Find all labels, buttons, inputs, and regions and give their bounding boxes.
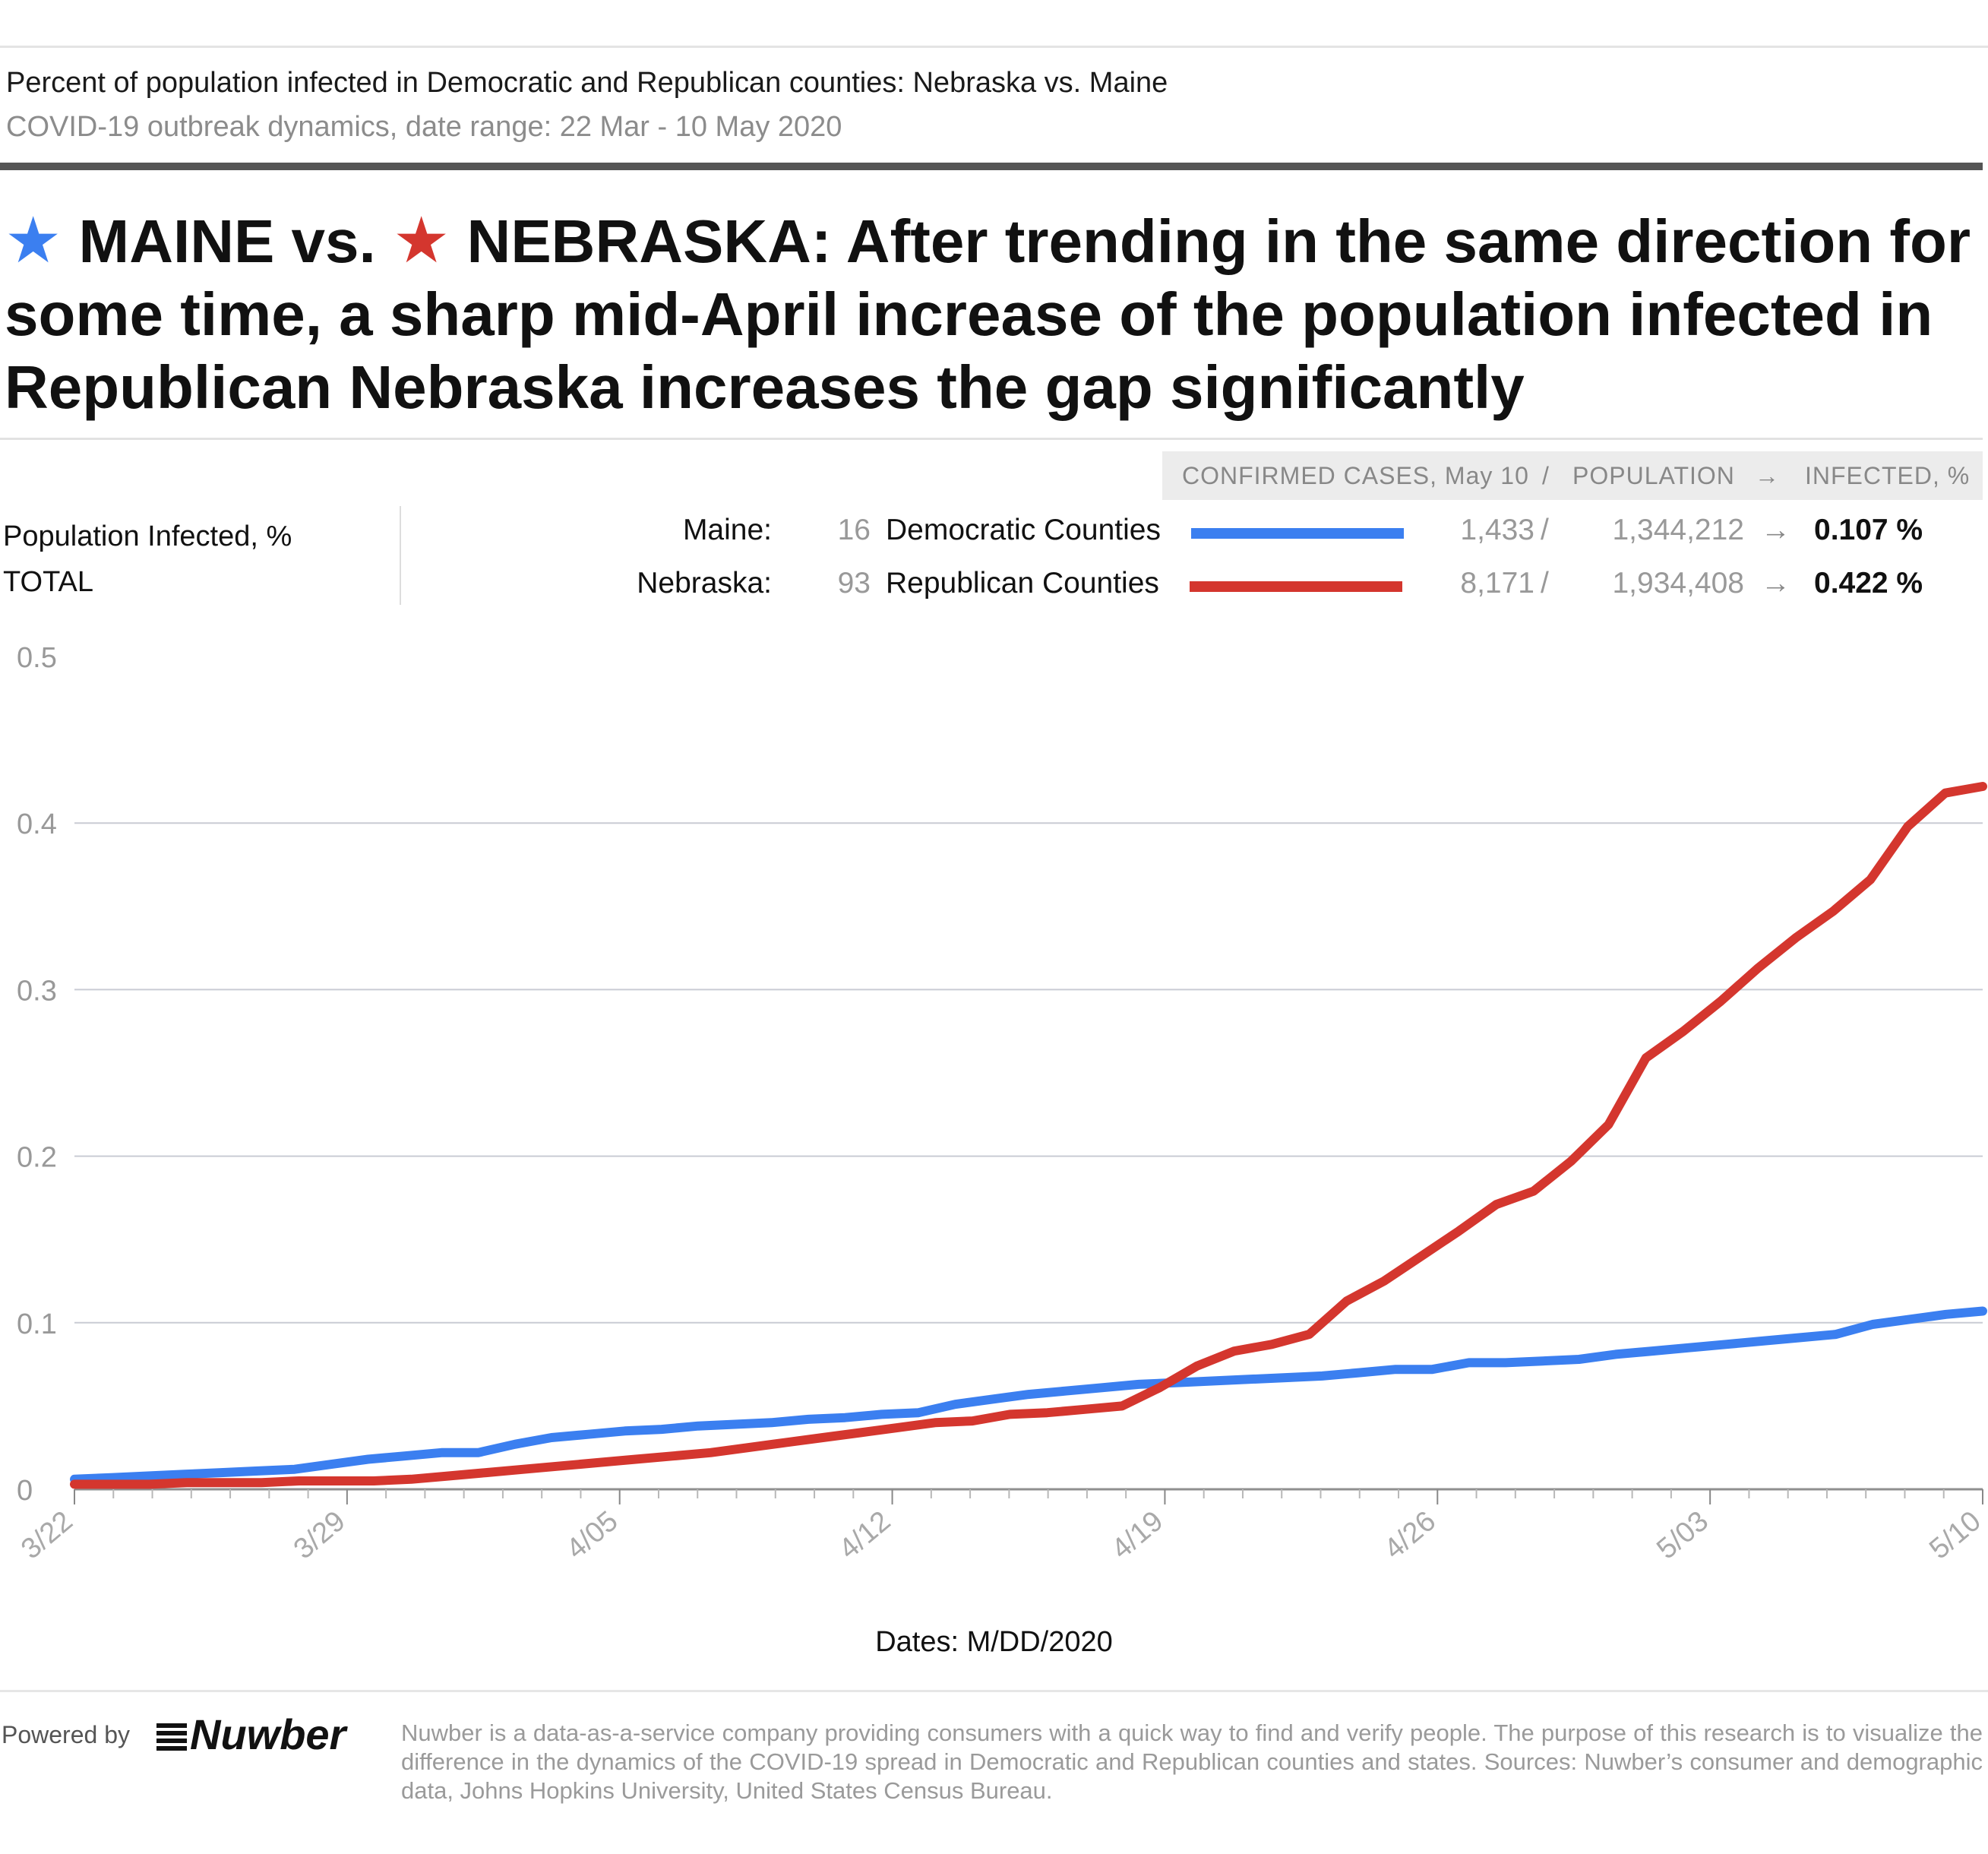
- y-tick-label: 0.5: [17, 642, 57, 674]
- x-tick-label: 3/22: [15, 1505, 79, 1566]
- legend-series-name: Republican Counties: [886, 567, 1159, 600]
- x-tick-label: 5/10: [1923, 1505, 1987, 1566]
- series-line: [70, 1306, 1987, 1484]
- y-axis-subtitle: TOTAL: [3, 566, 93, 598]
- y-axis-title: Population Infected, %: [3, 520, 292, 552]
- powered-by-label: Powered by: [2, 1721, 130, 1748]
- logo-text: Nuwber: [190, 1710, 346, 1758]
- chart-title: Percent of population infected in Democr…: [6, 67, 1168, 99]
- legend-population: 1,344,212: [1612, 514, 1744, 546]
- y-axis-caption: Population Infected, % TOTAL: [3, 514, 292, 605]
- legend-slash: /: [1541, 514, 1549, 546]
- series-line: [70, 782, 1987, 1489]
- legend-cases: 8,171: [1460, 567, 1534, 600]
- legend-swatch-red: [1190, 581, 1402, 592]
- y-tick-label: 0: [17, 1475, 33, 1507]
- legend-state: Maine:: [682, 514, 772, 546]
- legend-arrow: →: [1761, 514, 1790, 546]
- col-population: POPULATION: [1572, 462, 1735, 489]
- footer-note: Nuwber is a data-as-a-service company pr…: [401, 1720, 1983, 1804]
- legend-infected: 0.422 %: [1814, 567, 1923, 600]
- nuwber-logo: Nuwber: [156, 1710, 346, 1759]
- legend-swatch-blue: [1191, 528, 1404, 539]
- headline-part-1: MAINE vs.: [78, 207, 376, 275]
- y-tick-label: 0.1: [17, 1308, 57, 1340]
- legend-county-count: 93: [837, 567, 871, 600]
- line-chart: 0 0.1 0.2 0.3 0.4 0.5 3/22 3/29 4/05 4/12 4/19 4/2…: [15, 642, 1987, 1565]
- x-tick-label: 4/12: [833, 1505, 897, 1566]
- legend-state: Nebraska:: [637, 567, 772, 600]
- legend-column-header: CONFIRMED CASES, May 10 / POPULATION → I…: [1162, 451, 1983, 500]
- legend-county-count: 16: [837, 514, 871, 546]
- x-axis-ticks: 3/22 3/29 4/05 4/12 4/19 4/26 5/03 5/10: [15, 1489, 1987, 1565]
- x-axis-title: Dates: M/DD/2020: [875, 1626, 1113, 1658]
- series-lines: [70, 782, 1987, 1489]
- x-tick-label: 3/29: [288, 1505, 352, 1566]
- header-divider: [0, 163, 1983, 170]
- y-tick-label: 0.4: [17, 808, 57, 840]
- headline: ★ MAINE vs. ★ NEBRASKA: After trending i…: [5, 204, 1980, 424]
- legend-slash: /: [1541, 567, 1549, 600]
- headline-divider: [0, 438, 1983, 440]
- x-tick-label: 4/19: [1106, 1505, 1170, 1566]
- chart-caption: COVID-19 outbreak dynamics, date range: …: [6, 111, 842, 143]
- headline-part-2: NEBRASKA: After trending in the same dir…: [5, 207, 1971, 421]
- col-cases: CONFIRMED CASES, May 10: [1182, 462, 1529, 489]
- top-divider: [0, 46, 1988, 48]
- blue-star-icon: ★: [5, 204, 62, 276]
- logo-bars-icon: [156, 1723, 187, 1751]
- col-sep: /: [1542, 462, 1550, 489]
- legend-divider: [400, 506, 401, 605]
- red-star-icon: ★: [393, 204, 450, 276]
- y-tick-label: 0.2: [17, 1142, 57, 1174]
- footer-divider: [0, 1690, 1988, 1692]
- gridlines: [74, 822, 1983, 1491]
- legend-series-name: Democratic Counties: [886, 514, 1161, 546]
- col-arrow: →: [1755, 462, 1780, 489]
- legend-population: 1,934,408: [1612, 567, 1744, 600]
- legend-arrow: →: [1761, 567, 1790, 600]
- legend-infected: 0.107 %: [1814, 514, 1923, 546]
- x-tick-label: 4/05: [561, 1505, 624, 1566]
- y-tick-label: 0.3: [17, 975, 57, 1007]
- col-infected: INFECTED, %: [1805, 462, 1971, 489]
- legend-cases: 1,433: [1460, 514, 1534, 546]
- y-axis-ticks: 0 0.1 0.2 0.3 0.4 0.5: [17, 642, 57, 1507]
- x-tick-label: 4/26: [1378, 1505, 1442, 1566]
- x-tick-label: 5/03: [1651, 1505, 1715, 1566]
